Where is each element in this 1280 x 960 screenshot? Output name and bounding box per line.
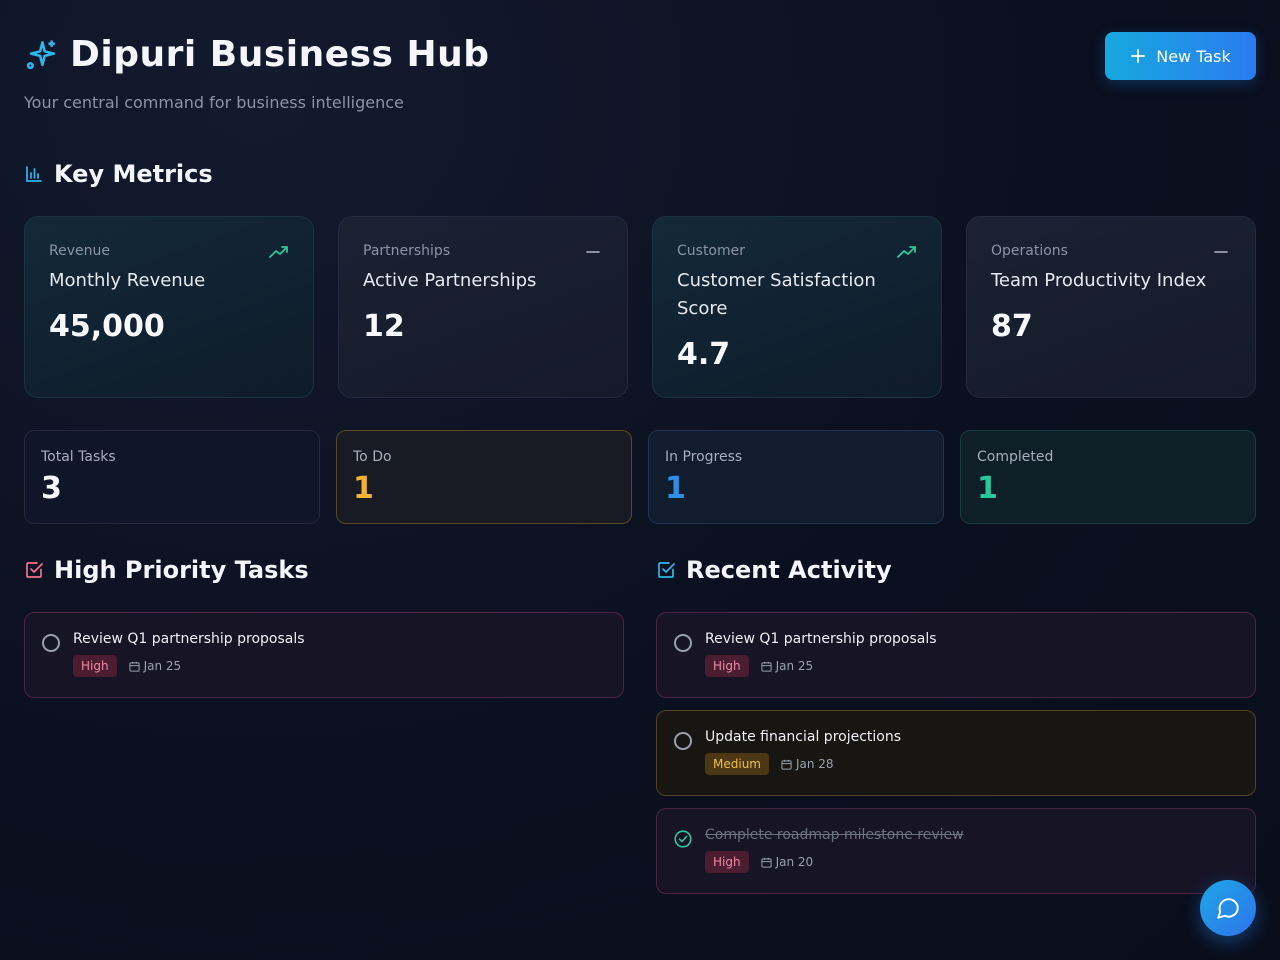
metric-value: 12 xyxy=(363,309,405,344)
stat-label: Completed xyxy=(977,449,1054,465)
stat-completed: Completed 1 xyxy=(960,430,1256,524)
sparkles-icon xyxy=(26,39,56,69)
metric-category: Operations xyxy=(991,243,1068,259)
title-row: Dipuri Business Hub xyxy=(24,34,490,75)
task-card[interactable]: Complete roadmap milestone review High J… xyxy=(656,808,1256,894)
chat-button[interactable] xyxy=(1200,880,1256,936)
task-date-text: Jan 25 xyxy=(775,659,814,673)
new-task-button[interactable]: New Task xyxy=(1105,32,1256,80)
task-checkbox[interactable] xyxy=(674,634,692,652)
new-task-label: New Task xyxy=(1156,46,1231,66)
metric-category: Revenue xyxy=(49,243,110,259)
minus-icon xyxy=(1214,251,1228,253)
metric-name: Active Partnerships xyxy=(363,270,537,291)
metric-value: 4.7 xyxy=(677,337,731,372)
message-circle-icon xyxy=(1217,898,1239,919)
task-checkbox[interactable] xyxy=(674,732,692,750)
minus-icon xyxy=(586,251,600,253)
task-card[interactable]: Update financial projections Medium Jan … xyxy=(656,710,1256,796)
stat-label: Total Tasks xyxy=(41,449,116,465)
page-header: Dipuri Business Hub Your central command… xyxy=(24,34,490,112)
task-date: Jan 25 xyxy=(761,659,814,673)
calendar-icon xyxy=(761,857,772,868)
page-title: Dipuri Business Hub xyxy=(70,34,490,75)
task-title: Update financial projections xyxy=(705,729,902,745)
task-date-text: Jan 25 xyxy=(143,659,182,673)
metric-card-revenue[interactable]: Revenue Monthly Revenue 45,000 xyxy=(24,216,314,398)
bar-chart-icon xyxy=(26,166,42,182)
task-date: Jan 28 xyxy=(781,757,834,771)
task-date-text: Jan 28 xyxy=(795,757,834,771)
calendar-icon xyxy=(129,661,140,672)
task-title: Complete roadmap milestone review xyxy=(705,827,964,843)
task-card[interactable]: Review Q1 partnership proposals High Jan… xyxy=(24,612,624,698)
stat-to-do: To Do 1 xyxy=(336,430,632,524)
metric-card-operations[interactable]: Operations Team Productivity Index 87 xyxy=(966,216,1256,398)
plus-icon xyxy=(1131,49,1146,63)
metric-name: Monthly Revenue xyxy=(49,270,206,291)
metric-value: 45,000 xyxy=(49,309,165,344)
stat-value: 1 xyxy=(665,471,686,506)
trending-up-icon xyxy=(897,246,916,258)
check-circle-icon[interactable] xyxy=(674,830,692,848)
task-date: Jan 25 xyxy=(129,659,182,673)
key-metrics-title: Key Metrics xyxy=(54,160,213,188)
task-card[interactable]: Review Q1 partnership proposals High Jan… xyxy=(656,612,1256,698)
task-date: Jan 20 xyxy=(761,855,814,869)
metric-name: Team Productivity Index xyxy=(991,270,1207,291)
stat-label: To Do xyxy=(353,449,392,465)
metric-category: Customer xyxy=(677,243,746,259)
task-meta: Medium Jan 28 xyxy=(705,753,1239,775)
stat-value: 1 xyxy=(353,471,374,506)
priority-badge: High xyxy=(705,851,749,873)
stat-value: 1 xyxy=(977,471,998,506)
metric-card-partnerships[interactable]: Partnerships Active Partnerships 12 xyxy=(338,216,628,398)
calendar-icon xyxy=(781,759,792,770)
check-square-icon xyxy=(658,562,675,578)
recent-activity-heading: Recent Activity xyxy=(656,556,892,584)
high-priority-heading: High Priority Tasks xyxy=(24,556,309,584)
metric-value: 87 xyxy=(991,309,1033,344)
metric-category: Partnerships xyxy=(363,243,451,259)
page-subtitle: Your central command for business intell… xyxy=(24,93,404,112)
task-title: Review Q1 partnership proposals xyxy=(705,631,937,647)
priority-badge: High xyxy=(705,655,749,677)
stat-in-progress: In Progress 1 xyxy=(648,430,944,524)
check-square-icon xyxy=(26,562,43,578)
task-checkbox[interactable] xyxy=(42,634,60,652)
recent-activity-title: Recent Activity xyxy=(686,556,892,584)
task-date-text: Jan 20 xyxy=(775,855,814,869)
stat-total-tasks: Total Tasks 3 xyxy=(24,430,320,524)
stat-value: 3 xyxy=(41,471,62,506)
metric-name: Customer Satisfaction Score xyxy=(677,270,876,319)
trending-up-icon xyxy=(269,246,288,258)
high-priority-title: High Priority Tasks xyxy=(54,556,309,584)
stat-label: In Progress xyxy=(665,449,743,465)
task-meta: High Jan 20 xyxy=(705,851,1239,873)
task-title: Review Q1 partnership proposals xyxy=(73,631,305,647)
task-meta: High Jan 25 xyxy=(705,655,1239,677)
metric-card-customer[interactable]: Customer Customer Satisfaction Score 4.7 xyxy=(652,216,942,398)
priority-badge: Medium xyxy=(705,753,769,775)
calendar-icon xyxy=(761,661,772,672)
priority-badge: High xyxy=(73,655,117,677)
key-metrics-heading: Key Metrics xyxy=(24,160,213,188)
task-meta: High Jan 25 xyxy=(73,655,607,677)
